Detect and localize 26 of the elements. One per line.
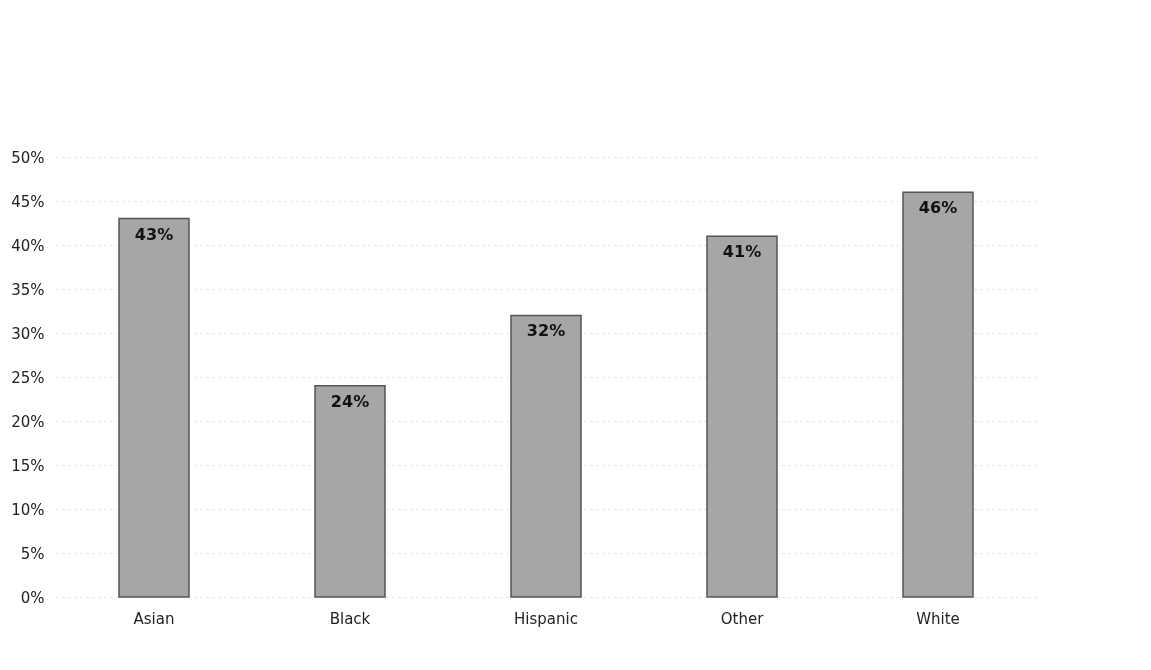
y-tick-label: 15% <box>11 456 45 475</box>
x-tick-label: Black <box>329 609 371 628</box>
bar <box>118 217 190 598</box>
y-tick-label: 5% <box>20 544 45 563</box>
y-tick-label: 10% <box>11 500 45 519</box>
y-tick-label: 40% <box>11 236 45 255</box>
bar <box>902 191 974 598</box>
x-tick-label: Other <box>720 609 765 628</box>
data-label: 24% <box>330 391 370 411</box>
y-tick-label: 50% <box>11 148 45 167</box>
x-tick-label: Asian <box>133 609 175 628</box>
y-tick-label: 35% <box>11 280 45 299</box>
data-label: 32% <box>526 321 566 341</box>
y-tick-label: 25% <box>11 368 45 387</box>
y-tick-label: 20% <box>11 412 45 431</box>
x-tick-label: Hispanic <box>514 609 578 628</box>
y-tick-label: 45% <box>11 192 45 211</box>
data-label: 46% <box>918 198 958 218</box>
bar <box>706 235 778 598</box>
y-tick-label: 30% <box>11 324 45 343</box>
data-label: 41% <box>722 242 762 262</box>
bar <box>314 385 386 598</box>
bar <box>510 314 582 598</box>
data-label: 43% <box>134 224 174 244</box>
x-tick-label: White <box>916 609 960 628</box>
y-tick-label: 0% <box>20 588 45 607</box>
